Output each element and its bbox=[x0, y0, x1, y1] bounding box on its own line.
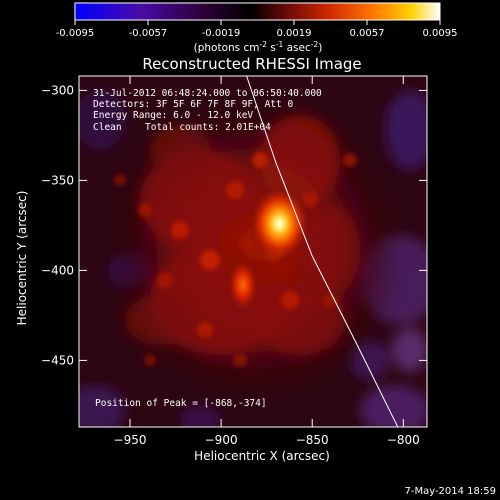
annotation-energy: Energy Range: 6.0 - 12.0 keV bbox=[93, 110, 253, 121]
annotation-detectors: Detectors: 3F 5F 6F 7F 8F 9F, Att 0 bbox=[93, 99, 293, 110]
colorbar-units: (photons cm-2 s-1 asec-2) bbox=[194, 40, 323, 54]
chart-title: Reconstructed RHESSI Image bbox=[142, 55, 361, 73]
colorbar-tick-label: -0.0095 bbox=[56, 28, 95, 39]
x-tick-label: −900 bbox=[205, 433, 238, 447]
emission-sources bbox=[224, 183, 312, 315]
annotation-clean: Clean bbox=[93, 122, 122, 133]
y-tick-label: −300 bbox=[41, 83, 74, 97]
annotation-time: 31-Jul-2012 06:48:24.000 to 06:50:40.000 bbox=[93, 88, 322, 99]
x-axis: −950 −900 −850 −800 bbox=[114, 76, 420, 447]
x-axis-label: Heliocentric X (arcsec) bbox=[194, 449, 330, 463]
x-tick-label: −850 bbox=[296, 433, 329, 447]
solar-limb-line bbox=[246, 76, 399, 427]
plot-frame bbox=[78, 75, 428, 428]
x-tick-label: −800 bbox=[387, 433, 420, 447]
y-tick-label: −350 bbox=[41, 173, 74, 187]
y-tick-label: −400 bbox=[41, 263, 74, 277]
colorbar-tick-label: -0.0057 bbox=[129, 28, 168, 39]
colorbar-tick-label: 0.0095 bbox=[423, 28, 458, 39]
colorbar bbox=[74, 2, 441, 21]
colorbar-tick-label: -0.0019 bbox=[202, 28, 241, 39]
footer-date: 7-May-2014 18:59 bbox=[404, 486, 496, 497]
colorbar-tick-label: 0.0057 bbox=[350, 28, 385, 39]
heatmap-image bbox=[79, 76, 427, 427]
x-tick-label: −950 bbox=[114, 433, 147, 447]
y-tick-label: −450 bbox=[41, 353, 74, 367]
y-axis-label: Heliocentric Y (arcsec) bbox=[15, 191, 29, 326]
colorbar-tick-label: 0.0019 bbox=[277, 28, 312, 39]
annotation-peak: Position of Peak = [-868,-374] bbox=[95, 398, 267, 409]
y-axis: −300 −350 −400 −450 bbox=[41, 83, 427, 367]
emission-source bbox=[247, 183, 312, 264]
annotation-counts: Total counts: 2.01E+04 bbox=[145, 122, 271, 133]
colorbar-ticks: -0.0095 -0.0057 -0.0019 0.0019 0.0057 0.0095 bbox=[56, 20, 458, 39]
emission-source bbox=[224, 254, 262, 315]
